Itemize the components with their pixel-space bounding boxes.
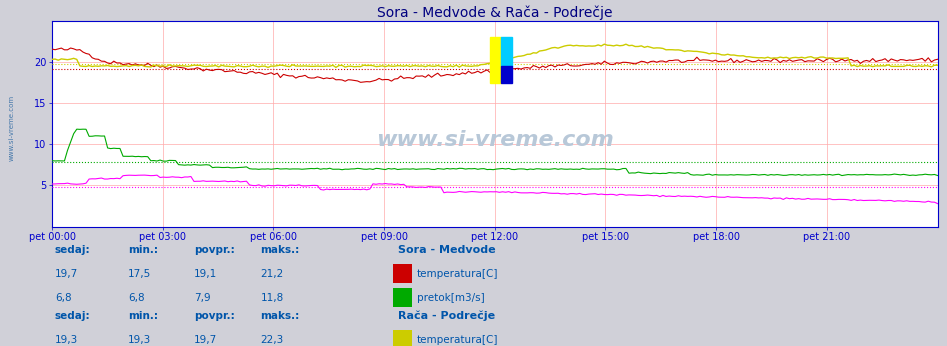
Text: temperatura[C]: temperatura[C] — [417, 269, 498, 279]
Text: 6,8: 6,8 — [55, 293, 72, 303]
Text: 19,3: 19,3 — [55, 335, 79, 345]
Text: www.si-vreme.com: www.si-vreme.com — [9, 95, 14, 161]
Text: pretok[m3/s]: pretok[m3/s] — [417, 293, 485, 303]
Text: maks.:: maks.: — [260, 311, 299, 321]
Bar — [491, 37, 501, 83]
Text: 19,1: 19,1 — [194, 269, 218, 279]
Text: min.:: min.: — [128, 311, 158, 321]
Text: 6,8: 6,8 — [128, 293, 145, 303]
Text: 19,7: 19,7 — [55, 269, 79, 279]
Text: min.:: min.: — [128, 245, 158, 255]
Title: Sora - Medvode & Rača - Podrečje: Sora - Medvode & Rača - Podrečje — [377, 5, 613, 20]
Text: www.si-vreme.com: www.si-vreme.com — [376, 130, 614, 150]
Text: 11,8: 11,8 — [260, 293, 284, 303]
Text: 19,3: 19,3 — [128, 335, 152, 345]
Text: 17,5: 17,5 — [128, 269, 152, 279]
Text: Sora - Medvode: Sora - Medvode — [398, 245, 495, 255]
Bar — [501, 37, 511, 66]
Bar — [501, 66, 511, 83]
Text: povpr.:: povpr.: — [194, 311, 235, 321]
Text: maks.:: maks.: — [260, 245, 299, 255]
Text: 21,2: 21,2 — [260, 269, 284, 279]
Text: 22,3: 22,3 — [260, 335, 284, 345]
Text: sedaj:: sedaj: — [55, 245, 91, 255]
Text: 19,7: 19,7 — [194, 335, 218, 345]
Text: povpr.:: povpr.: — [194, 245, 235, 255]
Text: temperatura[C]: temperatura[C] — [417, 335, 498, 345]
Text: 7,9: 7,9 — [194, 293, 211, 303]
Text: Rača - Podrečje: Rača - Podrečje — [398, 310, 495, 321]
Text: sedaj:: sedaj: — [55, 311, 91, 321]
